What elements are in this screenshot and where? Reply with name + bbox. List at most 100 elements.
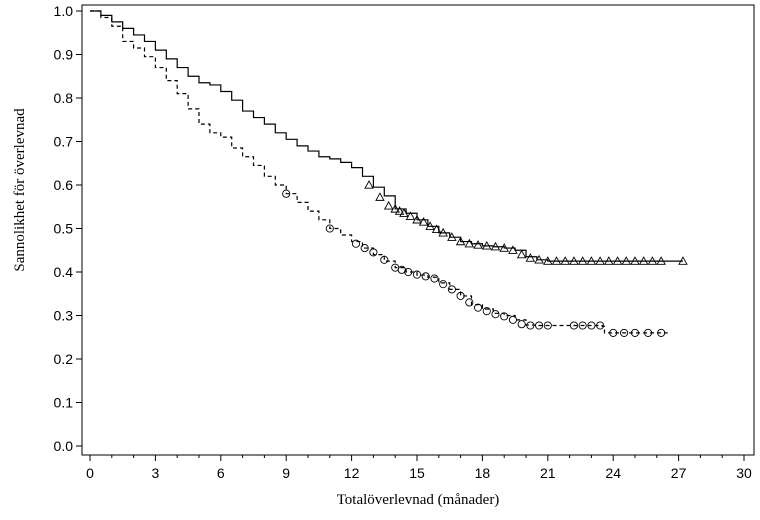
x-tick-label: 3 xyxy=(152,465,160,481)
y-axis-title: Sannolikhet för överlevnad xyxy=(12,108,28,272)
censor-marker-circle xyxy=(447,285,456,294)
censor-marker-triangle xyxy=(543,256,553,265)
censor-marker-triangle xyxy=(447,232,457,241)
x-axis: 0 3 6 9 12 15 18 21 24 27 30 xyxy=(86,455,752,481)
y-tick-label: 0.1 xyxy=(54,395,74,411)
censor-marker-circle xyxy=(325,224,334,233)
censor-marker-circle xyxy=(412,270,422,279)
y-tick-label: 0.9 xyxy=(54,47,74,63)
y-tick-label: 0.8 xyxy=(54,90,74,106)
x-tick-label: 30 xyxy=(736,465,752,481)
censor-marker-circle xyxy=(578,321,587,330)
censor-marker-triangle xyxy=(481,240,492,250)
censor-marker-circle xyxy=(430,274,439,283)
censor-marker-circle xyxy=(500,312,509,321)
censor-marker-circle xyxy=(657,328,666,337)
censor-marker-triangle xyxy=(569,256,579,265)
y-tick-label: 0.5 xyxy=(54,221,74,237)
x-tick-label: 9 xyxy=(282,465,290,481)
censor-marker-circle xyxy=(439,280,448,289)
censor-marker-triangle xyxy=(412,214,422,224)
censor-marker-triangle xyxy=(431,224,442,234)
censor-marker-circle xyxy=(644,328,653,337)
x-axis-title: Totalöverlevnad (månader) xyxy=(337,492,500,508)
censor-marker-triangle xyxy=(630,256,640,265)
x-tick-label: 6 xyxy=(217,465,225,481)
censor-marker-triangle xyxy=(678,256,688,265)
censor-marker-triangle xyxy=(595,256,605,265)
censor-marker-triangle xyxy=(405,211,416,220)
censor-marker-circle xyxy=(535,321,544,330)
censor-marker-triangle xyxy=(577,256,588,265)
censor-marker-triangle xyxy=(455,236,466,246)
series-line-2 xyxy=(90,10,668,334)
y-tick-label: 0.0 xyxy=(54,438,74,454)
x-tick-label: 27 xyxy=(671,465,687,481)
x-tick-label: 0 xyxy=(86,465,94,481)
x-tick-label: 24 xyxy=(605,465,621,481)
censor-marker-triangle xyxy=(390,203,400,213)
censor-marker-circle xyxy=(456,291,465,300)
censor-marker-circle xyxy=(587,321,596,330)
censor-marker-triangle xyxy=(621,256,632,265)
censor-marker-circle xyxy=(473,303,483,312)
y-tick-label: 0.4 xyxy=(54,264,74,280)
censor-marker-triangle xyxy=(656,256,666,265)
censor-marker-triangle xyxy=(534,254,544,264)
censor-marker-circle xyxy=(491,310,500,319)
censor-marker-triangle xyxy=(612,256,623,265)
x-tick-label: 15 xyxy=(409,465,425,481)
y-tick-label: 0.7 xyxy=(54,134,74,150)
censor-marker-triangle xyxy=(604,256,614,265)
censor-marker-circle xyxy=(620,328,629,337)
censor-marker-circle xyxy=(351,239,361,248)
censor-marker-triangle xyxy=(560,256,571,265)
censor-marker-circle xyxy=(569,321,579,330)
censor-marker-triangle xyxy=(438,227,448,237)
y-tick-label: 0.3 xyxy=(54,308,74,324)
censor-marker-circle xyxy=(596,321,605,330)
censor-marker-triangle xyxy=(394,206,405,215)
y-axis: 0.0 0.1 0.2 0.3 0.4 0.5 0.6 0.7 0.8 0.9 1.0 xyxy=(54,3,82,454)
censor-marker-circle xyxy=(404,267,413,277)
censor-marker-triangle xyxy=(508,245,518,254)
censor-marker-triangle xyxy=(516,249,527,259)
censor-marker-triangle xyxy=(525,253,536,262)
censor-marker-triangle xyxy=(551,256,562,265)
censor-marker-circle xyxy=(517,320,526,329)
censor-marker-circle xyxy=(508,315,517,324)
censor-marker-circle xyxy=(526,321,535,330)
censor-marker-circle xyxy=(465,298,474,307)
x-tick-label: 18 xyxy=(475,465,491,481)
censor-marker-triangle xyxy=(638,256,649,265)
series-layer xyxy=(90,10,688,337)
censor-marker-circle xyxy=(282,189,291,198)
y-tick-label: 1.0 xyxy=(54,3,74,19)
censor-marker-circle xyxy=(421,272,430,281)
x-tick-label: 12 xyxy=(344,465,360,481)
censor-marker-triangle xyxy=(499,243,509,252)
censor-marker-triangle xyxy=(647,256,658,265)
censor-marker-triangle xyxy=(418,217,429,226)
censor-marker-circle xyxy=(543,321,552,330)
censor-marker-triangle xyxy=(490,241,501,251)
censor-marker-triangle xyxy=(464,238,475,248)
censor-marker-triangle xyxy=(364,180,374,189)
y-tick-label: 0.6 xyxy=(54,177,74,193)
series-line-1 xyxy=(90,10,683,262)
censor-marker-triangle xyxy=(375,192,385,201)
censor-marker-circle xyxy=(630,328,640,337)
censor-marker-circle xyxy=(369,248,378,257)
censor-marker-circle xyxy=(482,307,491,316)
censor-marker-triangle xyxy=(586,256,597,265)
x-tick-label: 21 xyxy=(540,465,556,481)
censor-marker-circle xyxy=(360,244,369,253)
censor-marker-triangle xyxy=(399,208,409,217)
censor-marker-circle xyxy=(609,328,618,337)
censor-marker-triangle xyxy=(383,200,394,210)
censor-marker-triangle xyxy=(425,221,435,230)
censor-marker-circle xyxy=(380,255,389,264)
plot-frame xyxy=(81,4,755,456)
